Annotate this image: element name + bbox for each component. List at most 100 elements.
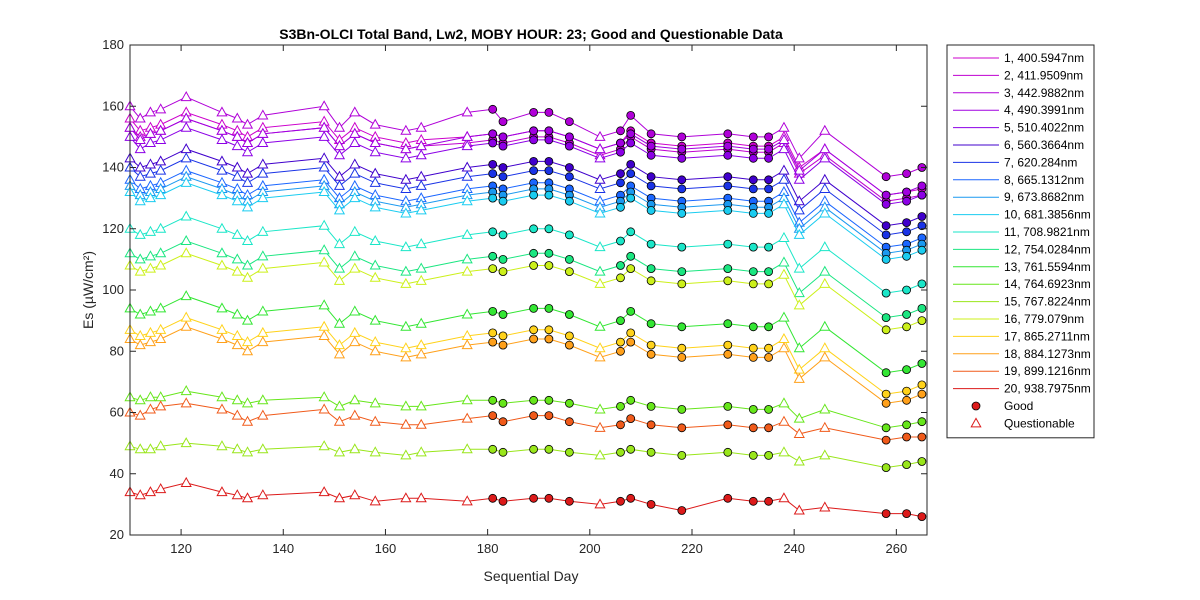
series-11 (124, 210, 927, 298)
questionable-point (180, 176, 192, 187)
questionable-point (461, 412, 473, 423)
good-point (616, 169, 625, 179)
questionable-point (778, 198, 790, 209)
good-point (881, 221, 891, 231)
good-point (748, 352, 758, 362)
good-point (488, 395, 498, 405)
good-point (677, 423, 687, 433)
y-tick-label: 140 (102, 160, 124, 175)
good-point (902, 218, 911, 228)
good-point (488, 337, 498, 347)
good-point (881, 423, 891, 433)
good-point (723, 349, 733, 359)
good-point (881, 199, 891, 209)
questionable-point (216, 189, 228, 200)
good-point (723, 129, 733, 139)
questionable-point (461, 170, 473, 181)
questionable-point (155, 440, 167, 451)
questionable-point (793, 455, 805, 466)
x-tick-label: 120 (170, 541, 192, 556)
questionable-point (594, 241, 606, 252)
good-point (748, 322, 758, 332)
good-point (626, 111, 636, 120)
questionable-point (369, 446, 381, 457)
questionable-point (257, 489, 269, 500)
good-point (677, 352, 687, 362)
legend-entry: 16, 779.079nm (1004, 312, 1084, 326)
questionable-point (793, 504, 805, 515)
questionable-point (415, 149, 427, 160)
good-point (646, 420, 656, 430)
questionable-point (333, 204, 346, 215)
questionable-point (369, 201, 381, 212)
good-point (902, 365, 911, 375)
questionable-point (241, 234, 254, 245)
x-tick-label: 160 (375, 541, 397, 556)
questionable-point (144, 225, 157, 236)
good-point (626, 129, 636, 139)
legend-entry: 19, 899.1216nm (1004, 364, 1091, 378)
good-point (881, 313, 891, 323)
good-point (917, 359, 927, 368)
good-point (881, 435, 891, 445)
good-point (881, 288, 891, 298)
good-point (764, 208, 773, 218)
questionable-point (155, 400, 167, 411)
good-point (626, 328, 636, 338)
y-tick-label: 120 (102, 221, 124, 236)
legend: 1, 400.5947nm 2, 411.9509nm 3, 442.9882nm 4… (946, 44, 1095, 439)
good-point (677, 267, 687, 277)
good-point (565, 447, 574, 457)
good-point (646, 319, 656, 329)
good-point (902, 310, 911, 319)
good-point (544, 444, 554, 454)
legend-entry: Questionable (1004, 416, 1075, 430)
good-point (646, 499, 656, 509)
good-point (881, 230, 891, 240)
good-point (544, 166, 554, 176)
good-point (488, 227, 498, 237)
good-point (902, 251, 911, 261)
good-point (764, 153, 773, 163)
legend-good-marker (971, 401, 981, 411)
series-12 (124, 234, 927, 323)
good-point (902, 322, 911, 332)
good-point (544, 224, 554, 234)
good-point (488, 306, 498, 316)
good-point (498, 331, 508, 341)
good-point (498, 310, 508, 319)
questionable-point (333, 179, 346, 190)
good-point (488, 138, 498, 148)
questionable-point (216, 247, 228, 258)
questionable-point (134, 112, 146, 123)
good-point (488, 264, 498, 274)
good-point (565, 398, 574, 408)
questionable-point (778, 342, 790, 353)
good-point (748, 423, 758, 433)
questionable-point (793, 204, 805, 215)
good-point (626, 414, 636, 424)
good-point (498, 172, 508, 182)
questionable-point (819, 124, 831, 135)
questionable-point (257, 336, 269, 347)
questionable-point (461, 106, 473, 117)
series-19 (124, 397, 927, 445)
good-point (764, 144, 773, 154)
good-point (748, 175, 758, 185)
good-point (565, 267, 574, 277)
questionable-point (318, 403, 330, 414)
questionable-point (415, 418, 427, 429)
good-point (544, 248, 554, 258)
good-point (764, 423, 773, 433)
y-tick-label: 20 (110, 527, 124, 542)
questionable-point (819, 421, 831, 432)
questionable-point (778, 231, 790, 242)
questionable-point (369, 397, 381, 408)
good-point (565, 340, 574, 350)
good-point (917, 245, 927, 255)
questionable-point (318, 391, 330, 402)
good-point (488, 493, 498, 503)
good-point (544, 190, 554, 200)
good-point (677, 322, 687, 332)
